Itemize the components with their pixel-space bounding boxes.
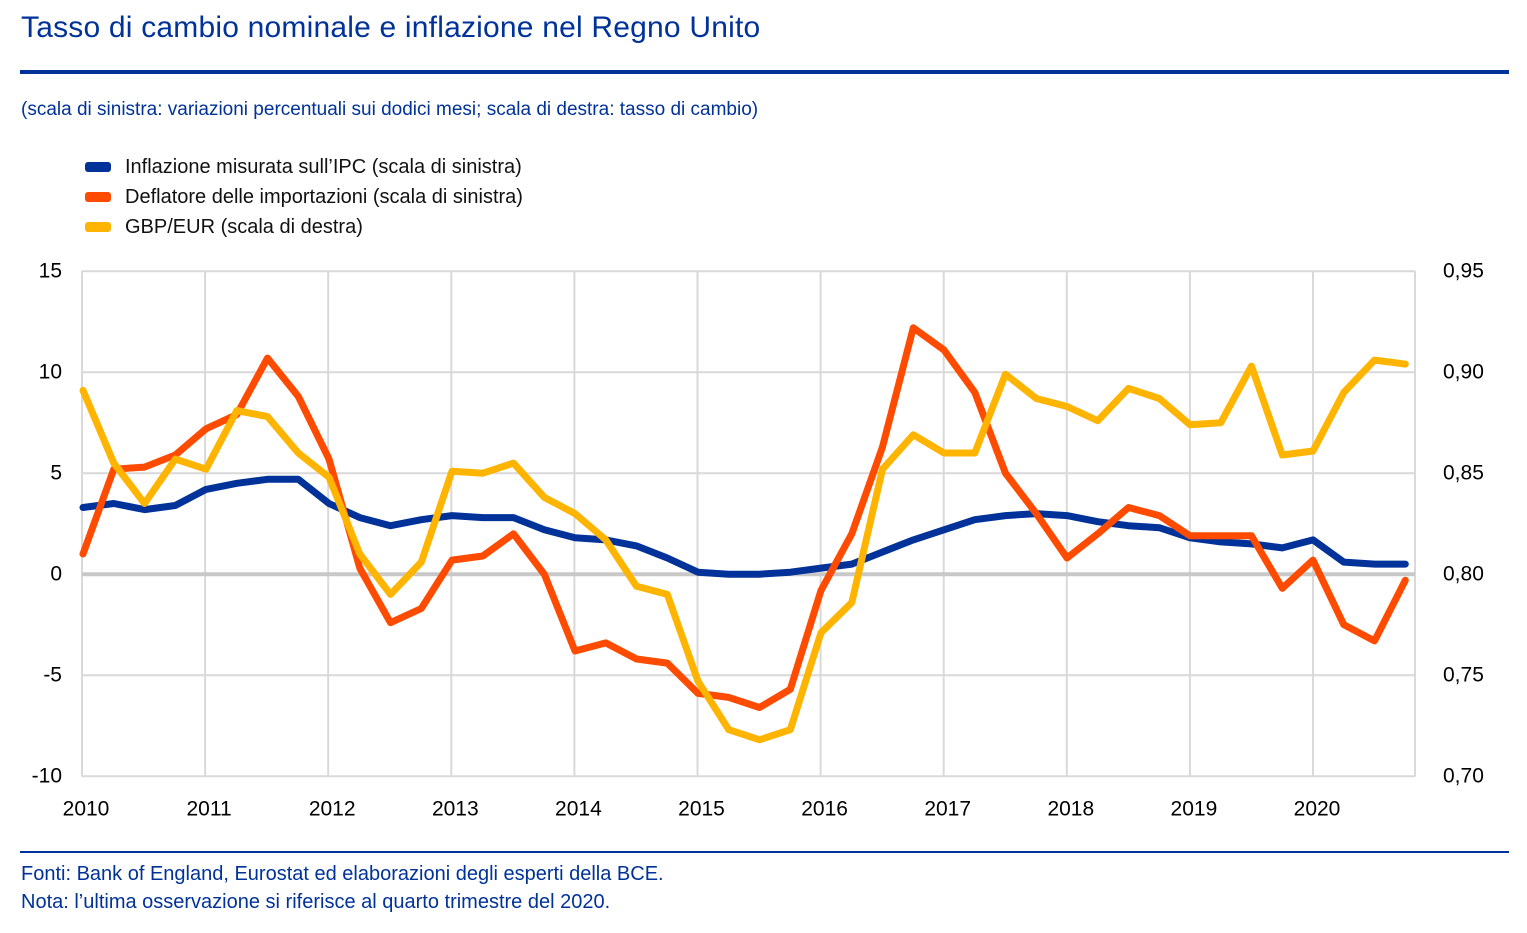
legend-item-import-deflator: Deflatore delle importazioni (scala di s… [85,182,523,212]
x-axis-tick-label: 2019 [1171,798,1218,821]
x-axis-tick-label: 2014 [555,798,602,821]
footer-divider [20,851,1509,853]
gbpeur-swatch-icon [85,222,111,232]
observation-note: Nota: l’ultima osservazione si riferisce… [21,891,611,913]
right-axis-tick-label: 0,85 [1443,462,1484,485]
sources-note: Fonti: Bank of England, Eurostat ed elab… [21,863,664,885]
page-title: Tasso di cambio nominale e inflazione ne… [21,11,761,44]
left-axis-tick-label: 10 [39,361,62,384]
x-axis-tick-label: 2015 [678,798,725,821]
right-axis-tick-label: 0,90 [1443,361,1484,384]
import-deflator-swatch-icon [85,192,111,202]
legend-label-inflation: Inflazione misurata sull’IPC (scala di s… [125,155,522,178]
left-axis-tick-label: -5 [43,664,62,687]
legend-item-inflation: Inflazione misurata sull’IPC (scala di s… [85,152,523,182]
legend-label-import-deflator: Deflatore delle importazioni (scala di s… [125,185,523,208]
x-axis-tick-label: 2017 [924,798,971,821]
x-axis-tick-label: 2012 [309,798,356,821]
inflation-line [79,475,1409,578]
left-axis-tick-label: 5 [50,462,62,485]
right-axis-tick-label: 0,95 [1443,260,1484,283]
legend-item-gbpeur: GBP/EUR (scala di destra) [85,212,523,242]
title-divider [20,70,1509,74]
x-axis-tick-label: 2011 [187,798,232,821]
x-axis-tick-label: 2013 [432,798,479,821]
left-axis-tick-label: -10 [32,765,62,788]
x-axis-tick-label: 2010 [63,798,110,821]
left-axis-tick-label: 0 [50,563,62,586]
gbpeur-line [79,356,1409,744]
x-axis-tick-label: 2020 [1294,798,1341,821]
legend-label-gbpeur: GBP/EUR (scala di destra) [125,215,363,238]
chart-legend: Inflazione misurata sull’IPC (scala di s… [85,152,523,242]
import-deflator-line [79,324,1409,711]
x-axis-tick-label: 2016 [801,798,848,821]
inflation-swatch-icon [85,162,111,172]
right-axis-tick-label: 0,70 [1443,765,1484,788]
left-axis-tick-label: 15 [39,260,62,283]
right-axis-tick-label: 0,80 [1443,563,1484,586]
chart-subtitle: (scala di sinistra: variazioni percentua… [21,99,759,120]
right-axis-tick-label: 0,75 [1443,664,1484,687]
x-axis-tick-label: 2018 [1047,798,1094,821]
line-chart-plot: 15 10 5 0 -5 -10 0,95 0,90 0,85 0,80 0,75 0,70 2010 2… [32,260,1484,821]
